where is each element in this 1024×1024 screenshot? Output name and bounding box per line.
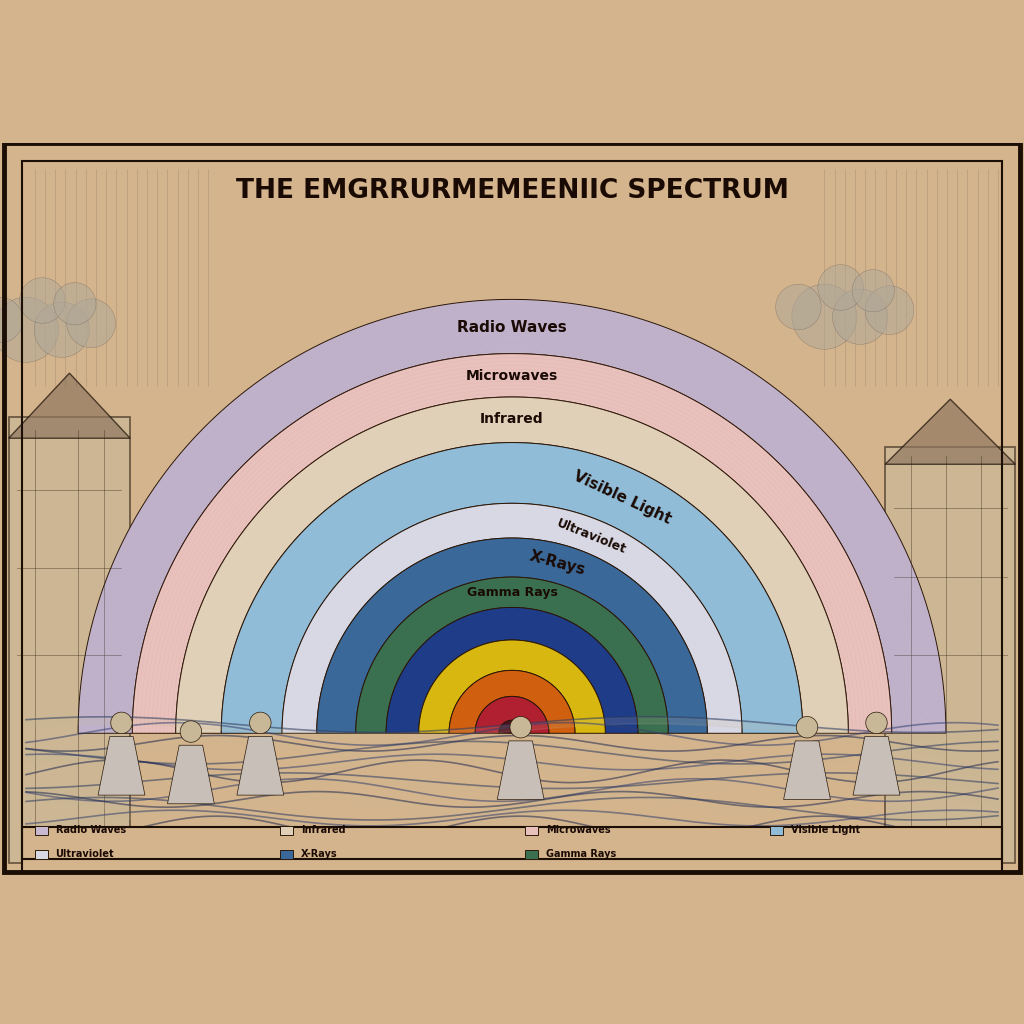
Polygon shape: [176, 397, 848, 733]
Polygon shape: [450, 671, 574, 733]
Bar: [525, 850, 538, 859]
Polygon shape: [355, 578, 669, 733]
Circle shape: [53, 283, 96, 325]
Circle shape: [510, 717, 531, 738]
Text: Ultraviolet: Ultraviolet: [55, 849, 114, 859]
Polygon shape: [783, 741, 830, 800]
Circle shape: [852, 269, 894, 312]
Circle shape: [792, 285, 857, 349]
Bar: [525, 825, 538, 836]
Circle shape: [19, 278, 66, 324]
Polygon shape: [8, 417, 130, 863]
Bar: [770, 825, 783, 836]
Circle shape: [818, 264, 863, 310]
Text: Radio Waves: Radio Waves: [457, 321, 567, 335]
Polygon shape: [98, 736, 145, 795]
Text: Ultraviolet: Ultraviolet: [555, 516, 629, 556]
Circle shape: [775, 285, 821, 330]
Polygon shape: [282, 504, 742, 733]
Polygon shape: [386, 607, 638, 733]
Polygon shape: [499, 720, 525, 733]
Circle shape: [67, 299, 116, 348]
Polygon shape: [419, 640, 605, 733]
Circle shape: [797, 717, 818, 738]
Bar: [280, 825, 293, 836]
Circle shape: [0, 297, 58, 362]
Circle shape: [865, 286, 913, 335]
Bar: [35, 825, 48, 836]
Circle shape: [34, 302, 89, 357]
Bar: [280, 850, 293, 859]
Text: THE EMGRRURMEMEENIIC SPECTRUM: THE EMGRRURMEMEENIIC SPECTRUM: [236, 178, 788, 204]
Polygon shape: [498, 741, 544, 800]
Text: X-Rays: X-Rays: [301, 849, 337, 859]
Polygon shape: [78, 299, 946, 733]
Text: Visible Light: Visible Light: [791, 825, 860, 836]
Text: Microwaves: Microwaves: [466, 369, 558, 383]
Polygon shape: [8, 373, 130, 438]
Circle shape: [250, 712, 271, 733]
Polygon shape: [885, 446, 1016, 863]
Polygon shape: [132, 353, 892, 733]
Bar: [35, 850, 48, 859]
Circle shape: [0, 297, 23, 343]
Text: X-Rays: X-Rays: [527, 549, 587, 579]
Circle shape: [865, 712, 887, 733]
Polygon shape: [885, 399, 1016, 464]
Text: Infrared: Infrared: [480, 412, 544, 426]
Bar: [22, 826, 1002, 872]
Text: Radio Waves: Radio Waves: [55, 825, 126, 836]
Polygon shape: [221, 442, 803, 733]
Polygon shape: [237, 736, 284, 795]
Circle shape: [833, 289, 888, 344]
Text: Gamma Rays: Gamma Rays: [467, 586, 557, 599]
Text: Visible Light: Visible Light: [570, 468, 674, 526]
Polygon shape: [475, 696, 549, 733]
Text: Microwaves: Microwaves: [546, 825, 610, 836]
Circle shape: [180, 721, 202, 742]
Text: Gamma Rays: Gamma Rays: [546, 849, 616, 859]
Text: Infrared: Infrared: [301, 825, 345, 836]
Polygon shape: [853, 736, 900, 795]
Circle shape: [111, 712, 132, 733]
Polygon shape: [168, 745, 214, 804]
Polygon shape: [316, 538, 708, 733]
